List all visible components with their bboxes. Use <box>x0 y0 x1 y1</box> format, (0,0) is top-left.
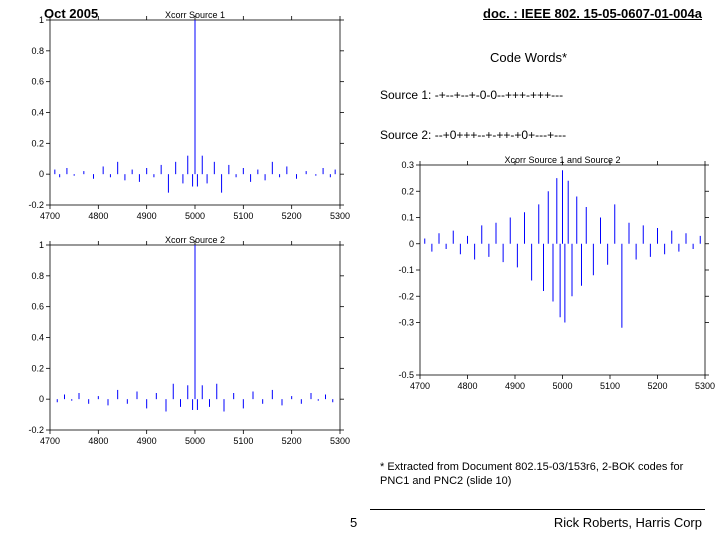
svg-text:5200: 5200 <box>282 436 302 446</box>
svg-text:4900: 4900 <box>137 436 157 446</box>
svg-text:5000: 5000 <box>185 211 205 221</box>
svg-text:-0.2: -0.2 <box>398 291 414 301</box>
svg-text:5000: 5000 <box>185 436 205 446</box>
svg-text:5100: 5100 <box>233 436 253 446</box>
svg-text:0.8: 0.8 <box>31 271 44 281</box>
svg-text:-0.3: -0.3 <box>398 318 414 328</box>
svg-text:0.2: 0.2 <box>31 138 44 148</box>
svg-text:4800: 4800 <box>88 436 108 446</box>
svg-text:5200: 5200 <box>647 381 667 391</box>
svg-text:1: 1 <box>39 240 44 250</box>
svg-text:0: 0 <box>39 169 44 179</box>
svg-text:0: 0 <box>39 394 44 404</box>
svg-text:4900: 4900 <box>137 211 157 221</box>
svg-text:0.4: 0.4 <box>31 108 44 118</box>
svg-text:4700: 4700 <box>410 381 430 391</box>
svg-text:5000: 5000 <box>552 381 572 391</box>
svg-text:0.2: 0.2 <box>401 186 414 196</box>
svg-text:4900: 4900 <box>505 381 525 391</box>
svg-text:4800: 4800 <box>457 381 477 391</box>
divider <box>370 509 705 510</box>
svg-text:1: 1 <box>39 15 44 25</box>
svg-text:0.1: 0.1 <box>401 213 414 223</box>
svg-text:0.2: 0.2 <box>31 363 44 373</box>
svg-text:-0.1: -0.1 <box>398 265 414 275</box>
svg-text:0.6: 0.6 <box>31 77 44 87</box>
svg-text:5100: 5100 <box>600 381 620 391</box>
svg-text:0.8: 0.8 <box>31 46 44 56</box>
svg-text:0.3: 0.3 <box>401 160 414 170</box>
author-label: Rick Roberts, Harris Corp <box>554 515 702 530</box>
footnote: * Extracted from Document 802.15-03/153r… <box>380 460 690 489</box>
svg-text:5100: 5100 <box>233 211 253 221</box>
svg-text:5300: 5300 <box>330 211 350 221</box>
svg-text:0.4: 0.4 <box>31 333 44 343</box>
doc-label: doc. : IEEE 802. 15-05-0607-01-004a <box>483 6 702 21</box>
chart-xcorr-source1: Xcorr Source 1-0.200.20.40.60.8147004800… <box>10 10 340 225</box>
svg-text:-0.2: -0.2 <box>28 200 44 210</box>
chart-xcorr-source1-source2: Xcorr Source 1 and Source 2-0.5-0.3-0.2-… <box>380 155 710 395</box>
page-number: 5 <box>350 515 357 530</box>
svg-text:4800: 4800 <box>88 211 108 221</box>
svg-text:4700: 4700 <box>40 436 60 446</box>
svg-text:-0.2: -0.2 <box>28 425 44 435</box>
source1-label: Source 1: -+--+--+-0-0--+++-+++--- <box>380 88 563 102</box>
svg-text:4700: 4700 <box>40 211 60 221</box>
svg-text:-0.5: -0.5 <box>398 370 414 380</box>
svg-text:5200: 5200 <box>282 211 302 221</box>
chart-xcorr-source2: Xcorr Source 2-0.200.20.40.60.8147004800… <box>10 235 340 450</box>
svg-text:5300: 5300 <box>695 381 715 391</box>
source2-label: Source 2: --+0+++--+-++-+0+---+--- <box>380 128 566 142</box>
codewords-title: Code Words* <box>490 50 567 65</box>
svg-text:0.6: 0.6 <box>31 302 44 312</box>
svg-text:5300: 5300 <box>330 436 350 446</box>
svg-text:0: 0 <box>409 239 414 249</box>
